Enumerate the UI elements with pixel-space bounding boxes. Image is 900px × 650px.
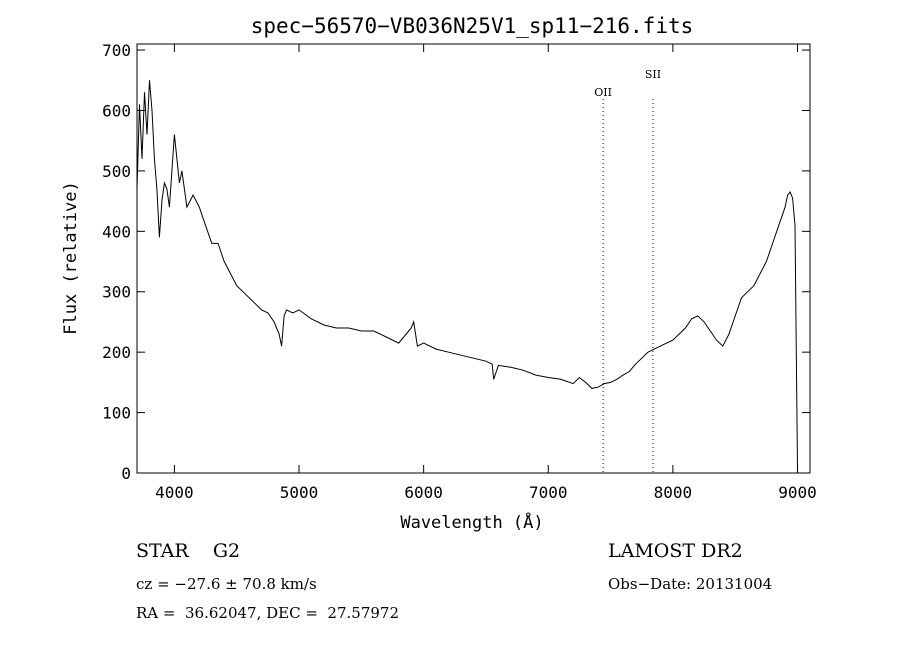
coordinates: RA = 36.62047, DEC = 27.57972 (136, 604, 400, 622)
y-tick-label: 600 (102, 101, 131, 120)
y-tick-label: 300 (102, 283, 131, 302)
plot-frame (136, 43, 811, 474)
annotation-label: OII (594, 86, 612, 99)
y-tick-label: 400 (102, 222, 131, 241)
x-tick-label: 6000 (404, 483, 443, 502)
y-tick-label: 500 (102, 162, 131, 181)
survey-label: LAMOST DR2 (608, 540, 743, 562)
x-axis: 4000 5000 6000 7000 8000 9000 (155, 44, 817, 502)
y-tick-label: 100 (102, 404, 131, 423)
annotation-label: SII (645, 68, 661, 81)
plot-area: OII SII 4000 5000 6000 7000 8000 9000 0 100 200 3… (102, 41, 817, 502)
chart-title: spec−56570−VB036N25V1_sp11−216.fits (251, 14, 694, 38)
x-axis-label: Wavelength (Å) (400, 511, 543, 533)
x-tick-label: 5000 (280, 483, 319, 502)
x-tick-label: 8000 (654, 483, 693, 502)
y-tick-label: 700 (102, 41, 131, 60)
y-tick-label: 200 (102, 343, 131, 362)
spectrum-line (136, 80, 798, 471)
x-tick-label: 9000 (778, 483, 817, 502)
y-axis: 0 100 200 300 400 500 600 700 (102, 41, 810, 483)
y-axis-label: Flux (relative) (61, 181, 81, 335)
x-tick-label: 4000 (155, 483, 194, 502)
annotations-layer: OII SII (594, 68, 661, 473)
y-tick-label: 0 (121, 464, 131, 483)
object-class-label: STAR G2 (136, 540, 241, 562)
redshift-velocity: cz = −27.6 ± 70.8 km/s (136, 575, 317, 593)
observation-date: Obs−Date: 20131004 (608, 575, 773, 593)
x-tick-label: 7000 (529, 483, 568, 502)
